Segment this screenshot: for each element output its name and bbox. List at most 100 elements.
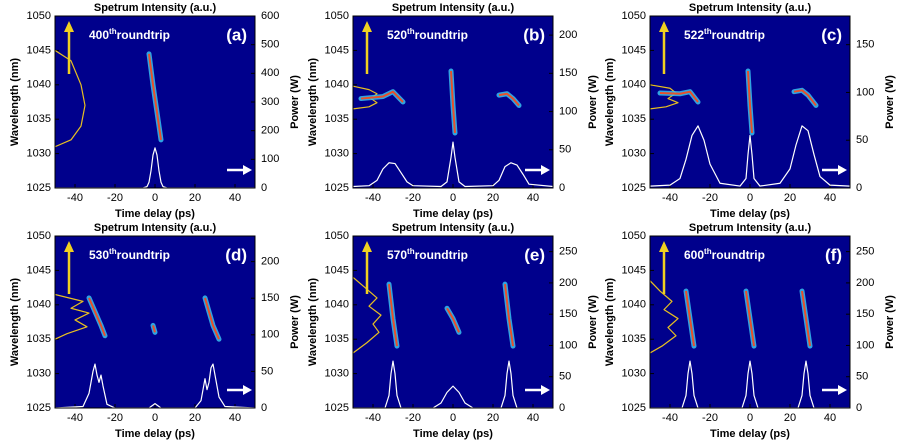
roundtrip-label: 522throundtrip xyxy=(684,27,765,43)
roundtrip-label: 570throundtrip xyxy=(387,247,468,263)
spectrum-line xyxy=(650,84,679,110)
y2-tick-label: 200 xyxy=(559,29,577,41)
right-arrow-head xyxy=(243,165,252,175)
y2-tick-label: 0 xyxy=(261,402,267,414)
y-tick-label: 1045 xyxy=(27,44,51,56)
plot-content xyxy=(55,49,255,188)
x-tick-label: -20 xyxy=(107,412,123,424)
plot-frame xyxy=(54,235,256,409)
plot-content xyxy=(353,68,553,188)
right-arrow-head xyxy=(541,165,550,175)
roundtrip-word: roundtrip xyxy=(712,28,765,42)
y-tick-label: 1030 xyxy=(325,148,349,160)
panel: Spetrum Intensity (a.u.) Time delay (ps) W… xyxy=(9,2,301,220)
y2-tick-label: 100 xyxy=(559,105,577,117)
spectrogram-trace xyxy=(148,53,162,140)
x-axis-label: Time delay (ps) xyxy=(413,208,493,220)
spectrum-line xyxy=(55,49,86,148)
spectrogram-trace xyxy=(152,325,156,333)
spectrogram-trace xyxy=(745,290,755,347)
y2-tick-label: 100 xyxy=(261,329,279,341)
spectrogram-trace xyxy=(88,297,106,337)
spectrogram-trace xyxy=(685,290,695,347)
panel: Spetrum Intensity (a.u.) Time delay (ps) W… xyxy=(604,222,896,440)
spectrogram-trace xyxy=(747,70,753,134)
y2-tick-label: 150 xyxy=(559,308,577,320)
y-tick-label: 1025 xyxy=(622,182,646,194)
x-tick-label: 40 xyxy=(229,192,241,204)
y2-tick-label: 100 xyxy=(856,86,874,98)
y-axis-label: Wavelength (nm) xyxy=(604,278,616,367)
roundtrip-number: 570 xyxy=(387,248,407,262)
spectrogram-trace xyxy=(446,307,460,333)
y-tick-label: 1050 xyxy=(27,230,51,242)
y-tick-label: 1045 xyxy=(622,264,646,276)
plot-content xyxy=(55,293,255,408)
x-tick-label: 0 xyxy=(747,192,753,204)
x-tick-label: -40 xyxy=(662,412,678,424)
roundtrip-suffix: th xyxy=(704,247,712,256)
up-arrow-head xyxy=(362,21,372,32)
y-tick-label: 1025 xyxy=(622,402,646,414)
spectrogram-trace xyxy=(388,284,398,347)
y-tick-label: 1040 xyxy=(27,299,51,311)
x-tick-label: 20 xyxy=(784,192,796,204)
x-tick-label: -40 xyxy=(365,412,381,424)
x-tick-label: 20 xyxy=(487,192,499,204)
y2-axis-label: Power (W) xyxy=(289,75,301,129)
x-tick-label: 20 xyxy=(189,412,201,424)
chart-title: Spetrum Intensity (a.u.) xyxy=(94,2,217,14)
x-tick-label: -40 xyxy=(67,412,83,424)
roundtrip-label: 530throundtrip xyxy=(89,247,170,263)
chart-title: Spetrum Intensity (a.u.) xyxy=(392,222,515,234)
y-tick-label: 1030 xyxy=(622,148,646,160)
y2-tick-label: 0 xyxy=(559,182,565,194)
panel-label: (b) xyxy=(523,25,545,44)
y2-axis-label: Power (W) xyxy=(884,75,896,129)
y-tick-label: 1045 xyxy=(27,264,51,276)
power-line xyxy=(353,141,553,188)
y2-tick-label: 50 xyxy=(559,371,571,383)
y-tick-label: 1040 xyxy=(27,79,51,91)
up-arrow-head xyxy=(64,21,74,32)
y2-axis-label: Power (W) xyxy=(587,75,599,129)
power-line xyxy=(55,147,255,188)
x-tick-label: -20 xyxy=(405,412,421,424)
spectrum-line xyxy=(353,276,382,354)
y-tick-label: 1030 xyxy=(27,148,51,160)
up-arrow-head xyxy=(362,241,372,252)
y2-tick-label: 150 xyxy=(261,292,279,304)
y2-tick-label: 600 xyxy=(261,10,279,22)
roundtrip-label: 520throundtrip xyxy=(387,27,468,43)
plot-frame xyxy=(352,235,554,409)
y-tick-label: 1045 xyxy=(325,44,349,56)
plot-frame xyxy=(649,235,851,409)
x-tick-label: 0 xyxy=(450,192,456,204)
x-tick-label: -40 xyxy=(365,192,381,204)
y-tick-label: 1030 xyxy=(325,368,349,380)
spectrogram-trace xyxy=(450,70,456,134)
x-tick-label: 20 xyxy=(784,412,796,424)
chart-title: Spetrum Intensity (a.u.) xyxy=(392,2,515,14)
y-axis-label: Wavelength (nm) xyxy=(307,58,319,147)
y-tick-label: 1035 xyxy=(622,333,646,345)
y-axis-label: Wavelength (nm) xyxy=(604,58,616,147)
y-tick-label: 1050 xyxy=(622,230,646,242)
up-arrow-head xyxy=(659,21,669,32)
y2-tick-label: 0 xyxy=(856,182,862,194)
y-tick-label: 1040 xyxy=(325,299,349,311)
y2-tick-label: 200 xyxy=(559,277,577,289)
plot-content xyxy=(650,280,850,408)
plot-content xyxy=(650,68,850,187)
roundtrip-number: 530 xyxy=(89,248,109,262)
panel-label: (a) xyxy=(226,25,247,44)
spectrogram-trace xyxy=(498,92,520,107)
roundtrip-suffix: th xyxy=(407,27,415,36)
spectrogram-trace xyxy=(659,90,699,103)
y2-tick-label: 500 xyxy=(261,39,279,51)
right-arrow-head xyxy=(838,385,847,395)
y-tick-label: 1035 xyxy=(622,113,646,125)
x-tick-label: 40 xyxy=(229,412,241,424)
y-tick-label: 1025 xyxy=(27,182,51,194)
